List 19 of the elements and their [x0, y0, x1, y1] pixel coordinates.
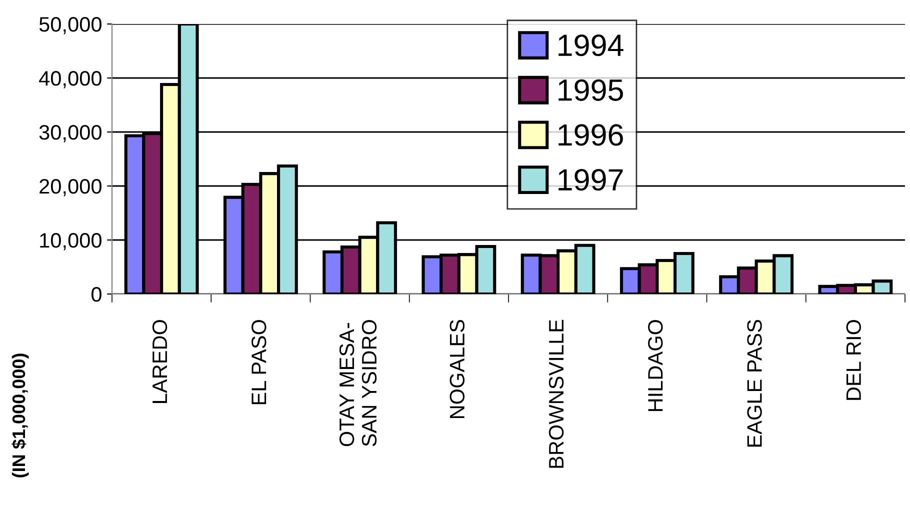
y-tick-label: 10,000 [40, 233, 102, 250]
y-tick-label: 30,000 [39, 125, 102, 142]
legend-label: 1994 [558, 34, 624, 56]
x-tick-label: LAREDO [152, 320, 168, 403]
y-tick-label: 0 [92, 287, 102, 302]
x-tick-label: OTAY MESA- SAN YSIDRO [339, 320, 377, 446]
legend-label: 1996 [558, 124, 623, 146]
y-tick-label: 20,000 [40, 179, 102, 196]
x-tick-label: EAGLE PASS [747, 320, 762, 447]
x-tick-label: HILDAGO [648, 320, 663, 412]
legend-label: 1997 [558, 169, 623, 191]
x-tick-label: DEL RIO [846, 320, 862, 400]
x-tick-label: NOGALES [450, 320, 465, 418]
x-tick-label: BROWNSVILLE [548, 320, 564, 468]
y-tick-label: 40,000 [39, 71, 102, 88]
y-axis-title: (IN $1,000,000) [12, 354, 29, 478]
x-tick-label: EL PASO [252, 320, 266, 404]
legend-label: 1995 [558, 79, 623, 101]
y-tick-label: 50,000 [39, 17, 102, 34]
